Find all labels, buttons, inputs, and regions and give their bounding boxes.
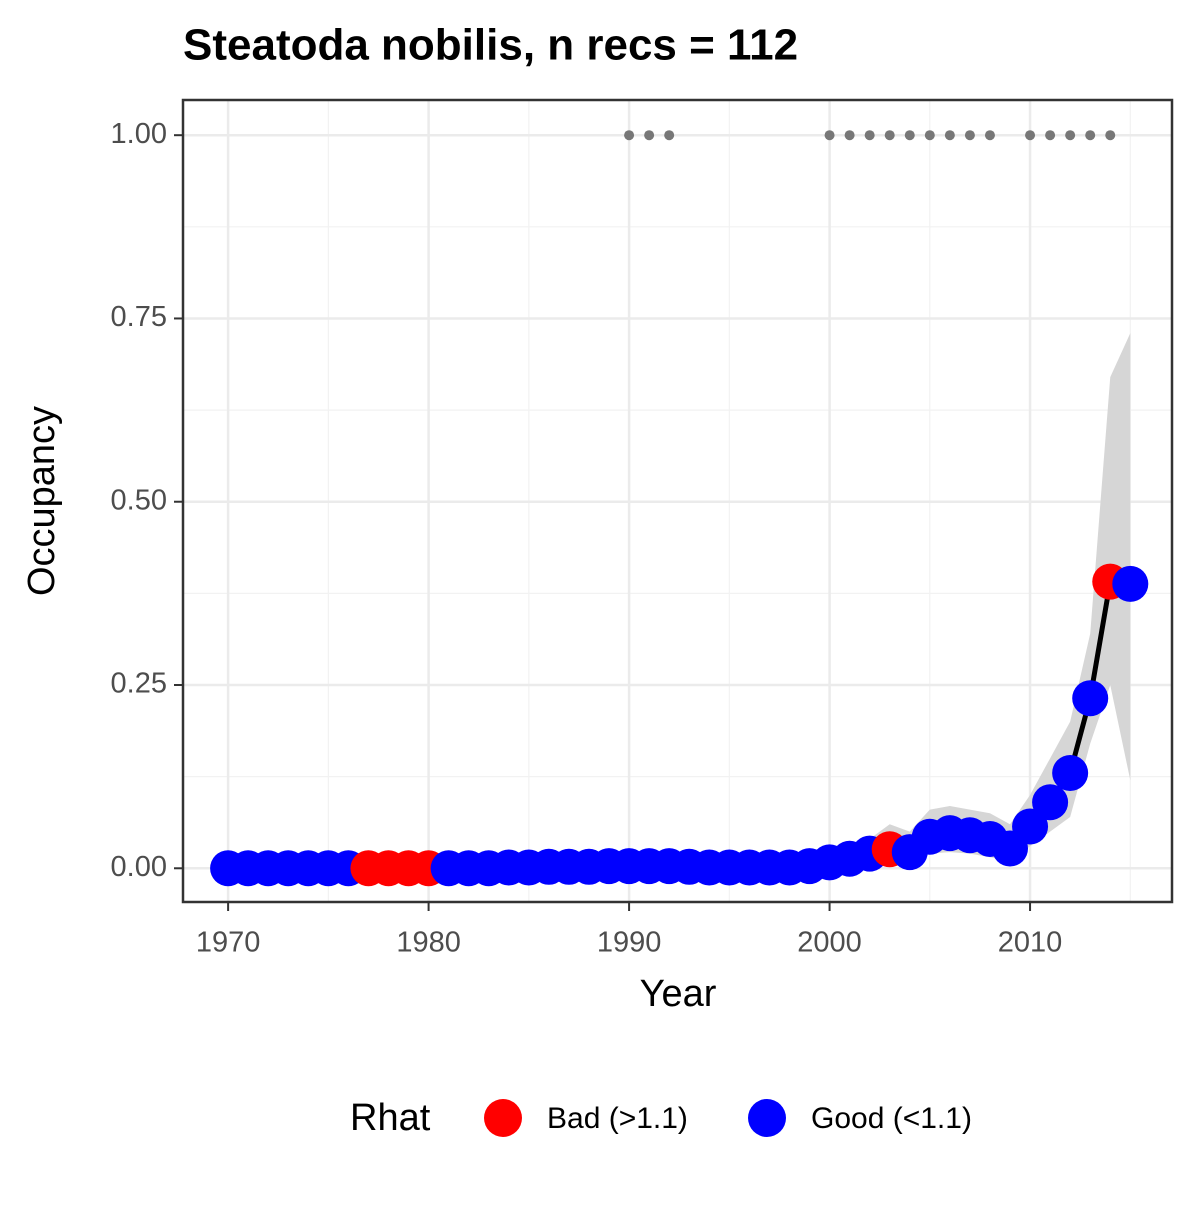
point [1072, 680, 1109, 717]
point [1032, 784, 1069, 821]
legend-label: Good (<1.1) [811, 1102, 972, 1135]
record-dot [964, 130, 975, 141]
point [1112, 565, 1149, 602]
y-tick-label: 1.00 [111, 118, 167, 150]
point [1052, 754, 1089, 791]
record-dot [844, 130, 855, 141]
legend-key [748, 1099, 786, 1137]
point [1012, 808, 1049, 845]
x-tick-label: 2010 [998, 927, 1063, 959]
record-dot [864, 130, 875, 141]
confidence-ribbon [228, 333, 1131, 869]
legend-title: Rhat [350, 1097, 431, 1139]
record-dot [1025, 130, 1036, 141]
y-tick-label: 0.50 [111, 484, 167, 516]
y-tick-label: 0.75 [111, 301, 167, 333]
record-dot [1105, 130, 1116, 141]
record-dot [644, 130, 655, 141]
chart-title: Steatoda nobilis, n recs = 112 [183, 21, 798, 70]
x-tick-label: 2000 [797, 927, 862, 959]
y-tick-label: 0.25 [111, 668, 167, 700]
x-tick-label: 1980 [396, 927, 461, 959]
legend-label: Bad (>1.1) [547, 1102, 688, 1135]
y-axis-title: Occupancy [21, 406, 63, 596]
record-dot [824, 130, 835, 141]
record-dot [924, 130, 935, 141]
record-dot [1085, 130, 1096, 141]
record-dot [884, 130, 895, 141]
y-tick-label: 0.00 [111, 851, 167, 883]
x-tick-label: 1970 [196, 927, 261, 959]
record-dot [1065, 130, 1076, 141]
record-dot [904, 130, 915, 141]
record-dot [944, 130, 955, 141]
panel-border [181, 98, 1174, 904]
record-dot [984, 130, 995, 141]
x-tick-label: 1990 [597, 927, 662, 959]
record-dot [664, 130, 675, 141]
record-dot [1045, 130, 1056, 141]
x-axis-title: Year [640, 973, 717, 1015]
legend-key [484, 1099, 522, 1137]
record-dot [624, 130, 635, 141]
